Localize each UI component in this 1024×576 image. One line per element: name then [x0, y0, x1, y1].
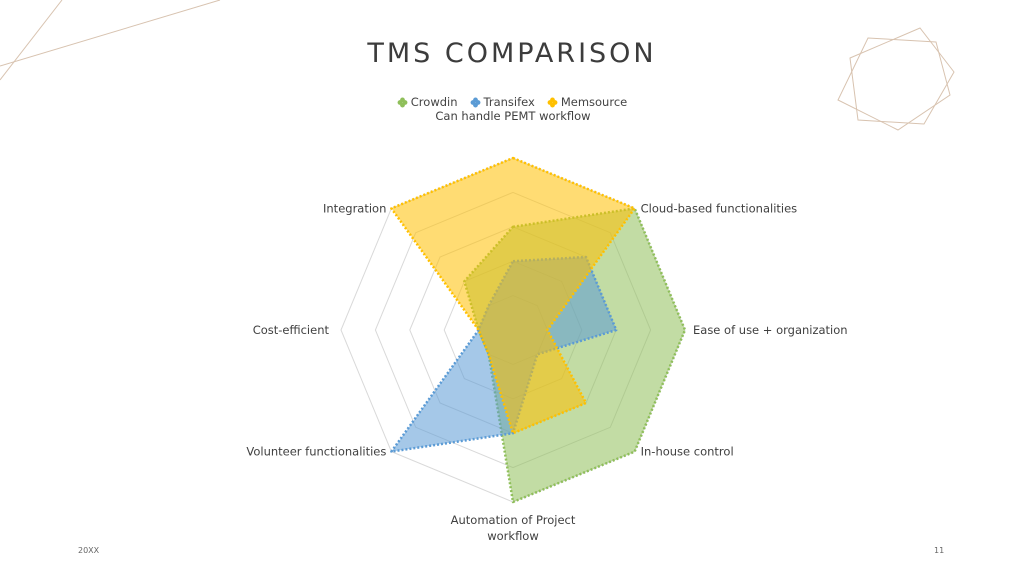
page-number: 11 — [934, 546, 945, 555]
legend-label-crowdin: Crowdin — [410, 95, 458, 109]
legend-item-transifex: Transifex — [470, 95, 535, 109]
axis-label: In-house control — [641, 445, 734, 459]
axis-label: Integration — [323, 201, 386, 215]
decor-line-1 — [0, 0, 63, 81]
axis-label: Cloud-based functionalities — [641, 201, 798, 215]
decor-pentagon-1 — [837, 37, 951, 131]
flower-icon — [397, 97, 408, 107]
flower-icon — [470, 97, 480, 107]
decor-line-2 — [0, 0, 221, 67]
footer-date: 20XX — [78, 546, 100, 555]
series-area-memsource — [390, 156, 636, 435]
decor-pentagon-2 — [849, 27, 955, 125]
flower-icon — [547, 97, 558, 107]
radar-series — [390, 156, 687, 504]
axis-label: Volunteer functionalities — [246, 445, 386, 459]
legend-item-memsource: Memsource — [547, 95, 627, 109]
chart-legend: Crowdin Transifex Memsource — [0, 95, 1024, 109]
slide-title: TMS COMPARISON — [367, 38, 657, 69]
axis-label: Ease of use + organization — [693, 323, 848, 337]
legend-label-memsource: Memsource — [560, 95, 628, 109]
legend-item-crowdin: Crowdin — [397, 95, 458, 109]
axis-label: Automation of Project workflow — [451, 513, 576, 543]
legend-label-transifex: Transifex — [483, 95, 535, 109]
axis-label: Can handle PEMT workflow — [435, 109, 590, 123]
axis-label: Cost-efficient — [253, 323, 330, 337]
radar-axis-labels: Can handle PEMT workflow Cloud-based func… — [246, 109, 847, 543]
